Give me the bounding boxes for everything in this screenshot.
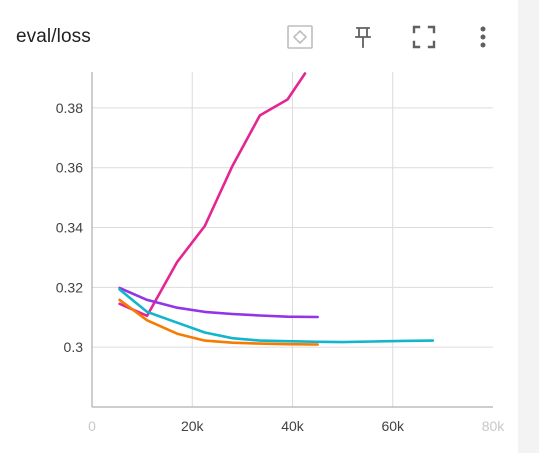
more-options-button[interactable] (468, 22, 498, 52)
more-vert-icon (480, 26, 486, 48)
gridlines (92, 72, 493, 407)
y-tick-label: 0.3 (64, 339, 84, 355)
series-line-1[interactable] (118, 286, 319, 319)
scalar-card: eval/loss 0.3 0.32 0.34 0.36 0.38 0 20k 40k 60k 8… (0, 0, 518, 453)
axes (91, 72, 493, 408)
y-tick-label: 0.34 (56, 220, 83, 236)
x-tick-label: 40k (281, 418, 305, 434)
x-tick-label: 60k (381, 418, 405, 434)
series-line-3[interactable] (118, 298, 319, 346)
fit-domain-icon (287, 25, 313, 49)
scroll-gutter (518, 0, 539, 453)
y-tick-label: 0.32 (56, 279, 83, 295)
y-tick-label: 0.36 (56, 160, 83, 176)
x-tick-label: 80k (482, 418, 506, 434)
tick-labels: 0.3 0.32 0.34 0.36 0.38 0 20k 40k 60k 80k (56, 100, 506, 434)
x-tick-label: 20k (181, 418, 205, 434)
loss-chart[interactable]: 0.3 0.32 0.34 0.36 0.38 0 20k 40k 60k 80k (0, 0, 518, 453)
y-tick-label: 0.38 (56, 100, 83, 116)
fit-domain-button[interactable] (285, 22, 315, 52)
pin-button[interactable] (348, 22, 378, 52)
series-line-0[interactable] (118, 72, 307, 318)
x-tick-label: 0 (88, 418, 96, 434)
series-line-2[interactable] (118, 288, 435, 344)
fullscreen-icon (412, 25, 436, 49)
fullscreen-button[interactable] (409, 22, 439, 52)
card-title: eval/loss (16, 26, 91, 47)
series-lines (118, 72, 435, 346)
pin-icon (355, 27, 371, 48)
